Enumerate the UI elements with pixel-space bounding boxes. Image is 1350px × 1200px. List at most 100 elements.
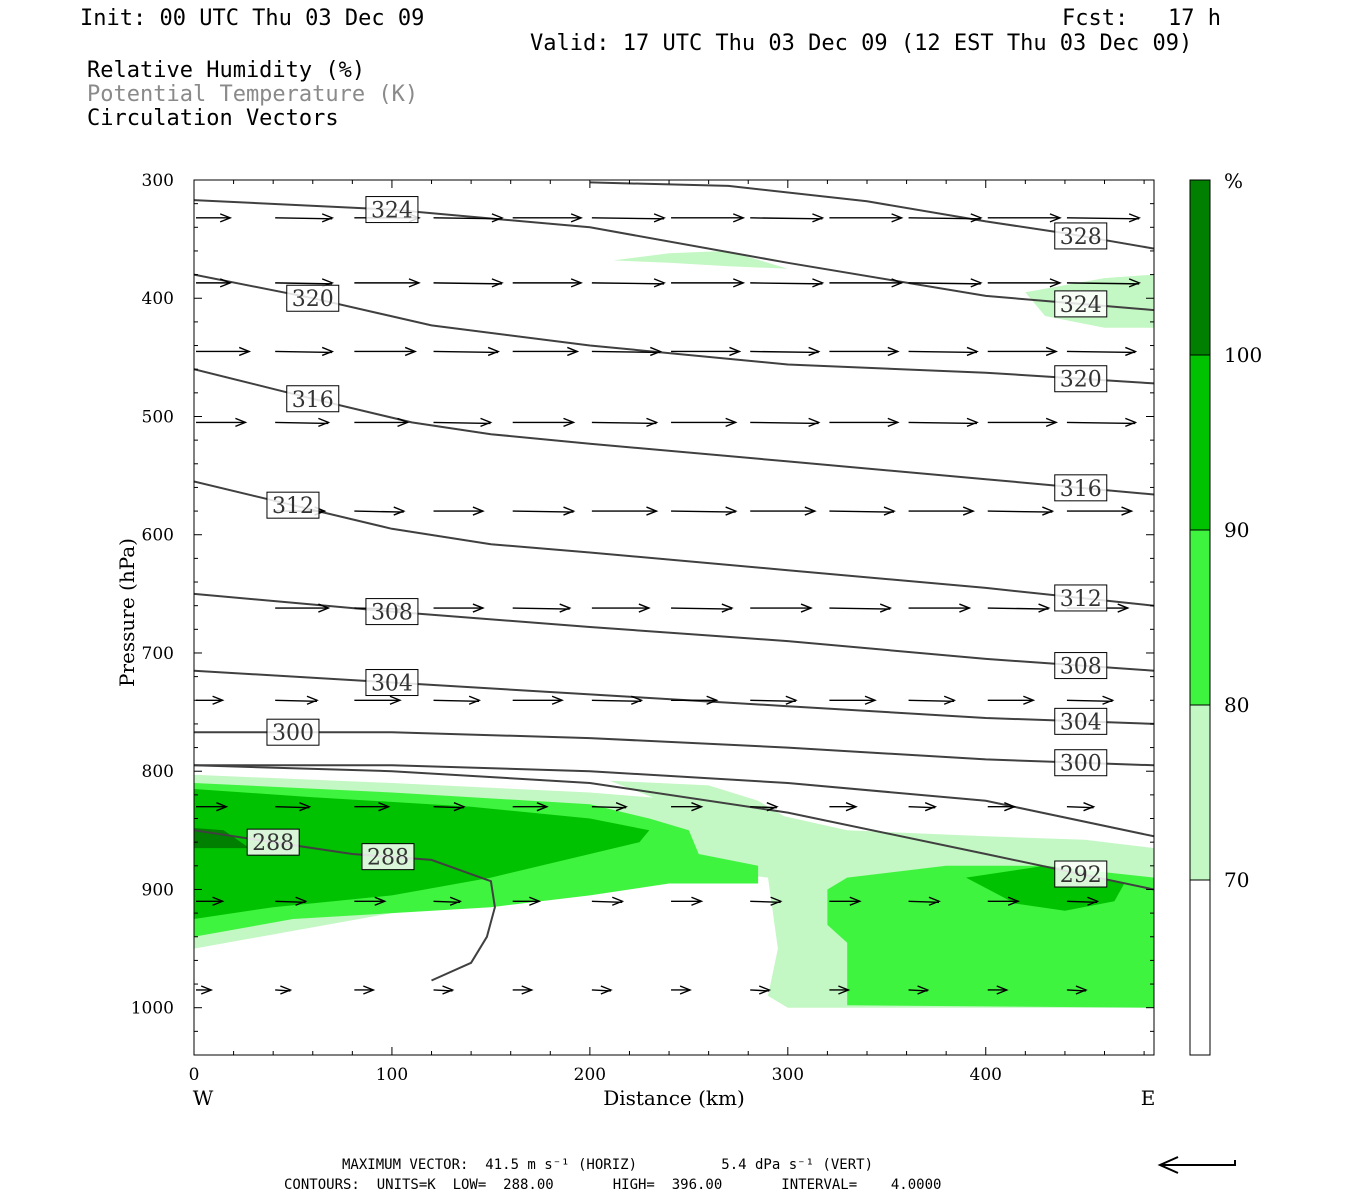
contour-label-312: 312 bbox=[1060, 587, 1102, 612]
wind-vector bbox=[512, 603, 572, 613]
wind-vector bbox=[433, 802, 466, 812]
wind-vector bbox=[1066, 417, 1138, 428]
y-tick-label: 800 bbox=[142, 762, 174, 782]
wind-vector bbox=[591, 896, 625, 906]
wind-vector bbox=[1066, 985, 1088, 995]
wind-vector bbox=[512, 695, 564, 705]
contour-label-box bbox=[365, 669, 419, 697]
wind-vector bbox=[829, 802, 858, 812]
theta-contour-312 bbox=[194, 480, 1154, 607]
contour-label-304: 304 bbox=[371, 672, 413, 697]
wind-vector bbox=[750, 213, 825, 223]
x-tick-label: 100 bbox=[376, 1065, 408, 1085]
wind-vector bbox=[750, 278, 825, 288]
wind-vector bbox=[671, 985, 692, 995]
contour-label-box bbox=[1054, 290, 1108, 318]
wind-vector bbox=[987, 417, 1059, 428]
contour-label-layer: 288 288 292 300 300 304 304 308 308 312 312 316 316 3… bbox=[246, 196, 1108, 888]
wind-vector bbox=[591, 802, 628, 812]
contour-label-320: 320 bbox=[1060, 368, 1102, 393]
wind-vector bbox=[591, 985, 613, 995]
contour-label-box bbox=[266, 491, 320, 519]
contour-label-320: 320 bbox=[292, 287, 334, 312]
wind-vector bbox=[591, 346, 663, 357]
wind-vector bbox=[829, 985, 851, 995]
wind-vector bbox=[750, 603, 813, 613]
wind-vector bbox=[987, 695, 1036, 705]
rh-region-70-1 bbox=[609, 780, 848, 1002]
wind-vector bbox=[750, 417, 821, 428]
wind-vector bbox=[908, 695, 957, 705]
wind-vector bbox=[433, 417, 493, 428]
wind-vector bbox=[354, 417, 410, 428]
wind-vector bbox=[671, 506, 738, 516]
x-tick-label: 400 bbox=[970, 1065, 1002, 1085]
contour-label-288: 288 bbox=[252, 831, 294, 856]
rh-region-90-6 bbox=[194, 789, 650, 919]
wind-vector bbox=[908, 417, 979, 428]
wind-vector bbox=[354, 506, 406, 516]
wind-vector bbox=[591, 603, 651, 613]
wind-vector bbox=[671, 896, 704, 906]
wind-vector bbox=[196, 985, 214, 995]
contour-label-304: 304 bbox=[1060, 710, 1102, 735]
rh-shading-layer bbox=[194, 250, 1154, 1008]
wind-vector bbox=[987, 346, 1059, 357]
vector-layer bbox=[196, 213, 1142, 995]
wind-vector bbox=[987, 985, 1009, 995]
legend-unit: % bbox=[1224, 169, 1243, 193]
contour-label-292: 292 bbox=[1060, 863, 1102, 888]
wind-vector bbox=[433, 985, 455, 995]
wind-vector bbox=[829, 603, 893, 613]
wind-vector bbox=[908, 346, 979, 357]
wind-vector bbox=[671, 695, 719, 705]
contour-label-box bbox=[361, 843, 415, 871]
wind-vector bbox=[512, 213, 583, 223]
title-theta: Potential Temperature (K) bbox=[87, 82, 419, 107]
wind-vector bbox=[750, 346, 821, 357]
contour-label-box bbox=[1054, 652, 1108, 680]
contour-label-box bbox=[266, 718, 320, 746]
wind-vector bbox=[908, 278, 983, 288]
wind-vector bbox=[829, 278, 904, 288]
contour-label-box bbox=[286, 284, 340, 312]
contour-label-324: 324 bbox=[1060, 293, 1102, 318]
x-tick-label: 200 bbox=[574, 1065, 606, 1085]
init-time: Init: 00 UTC Thu 03 Dec 09 bbox=[80, 6, 425, 31]
wind-vector bbox=[750, 802, 779, 812]
contour-label-324: 324 bbox=[371, 199, 413, 224]
y-tick-label: 600 bbox=[142, 526, 174, 546]
max-vector-info: MAXIMUM VECTOR: 41.5 m s⁻¹ (HORIZ) 5.4 d… bbox=[342, 1157, 874, 1173]
legend-swatch bbox=[1190, 880, 1210, 1055]
title-vectors: Circulation Vectors bbox=[87, 106, 339, 131]
wind-vector bbox=[354, 346, 418, 357]
wind-vector bbox=[671, 603, 734, 613]
wind-vector bbox=[433, 213, 504, 223]
wind-vector bbox=[591, 695, 644, 705]
wind-vector bbox=[196, 346, 252, 357]
wind-vector bbox=[591, 213, 666, 223]
wind-vector bbox=[275, 417, 331, 428]
wind-vector bbox=[275, 213, 335, 223]
x-tick-label: 300 bbox=[772, 1065, 804, 1085]
wind-vector bbox=[591, 278, 666, 288]
contour-label-box bbox=[1054, 707, 1108, 735]
wind-vector bbox=[908, 802, 938, 812]
wind-vector bbox=[275, 985, 293, 995]
y-tick-label: 700 bbox=[142, 644, 174, 664]
wind-vector bbox=[196, 695, 225, 705]
contour-label-box bbox=[1054, 749, 1108, 777]
theta-contour-300 bbox=[194, 731, 1154, 767]
contour-label-box bbox=[365, 598, 419, 626]
wind-vector bbox=[671, 417, 738, 428]
wind-vector bbox=[512, 417, 576, 428]
theta-contour-304 bbox=[194, 669, 1154, 725]
y-tick-label: 500 bbox=[142, 407, 174, 427]
contour-label-box bbox=[1054, 222, 1108, 250]
legend-swatch bbox=[1190, 530, 1210, 705]
forecast-hour: Fcst: 17 h bbox=[1062, 6, 1221, 31]
wind-vector bbox=[671, 278, 746, 288]
theta-contour-292 bbox=[194, 764, 1154, 891]
contour-label-288: 288 bbox=[367, 846, 409, 871]
wind-vector bbox=[829, 695, 877, 705]
